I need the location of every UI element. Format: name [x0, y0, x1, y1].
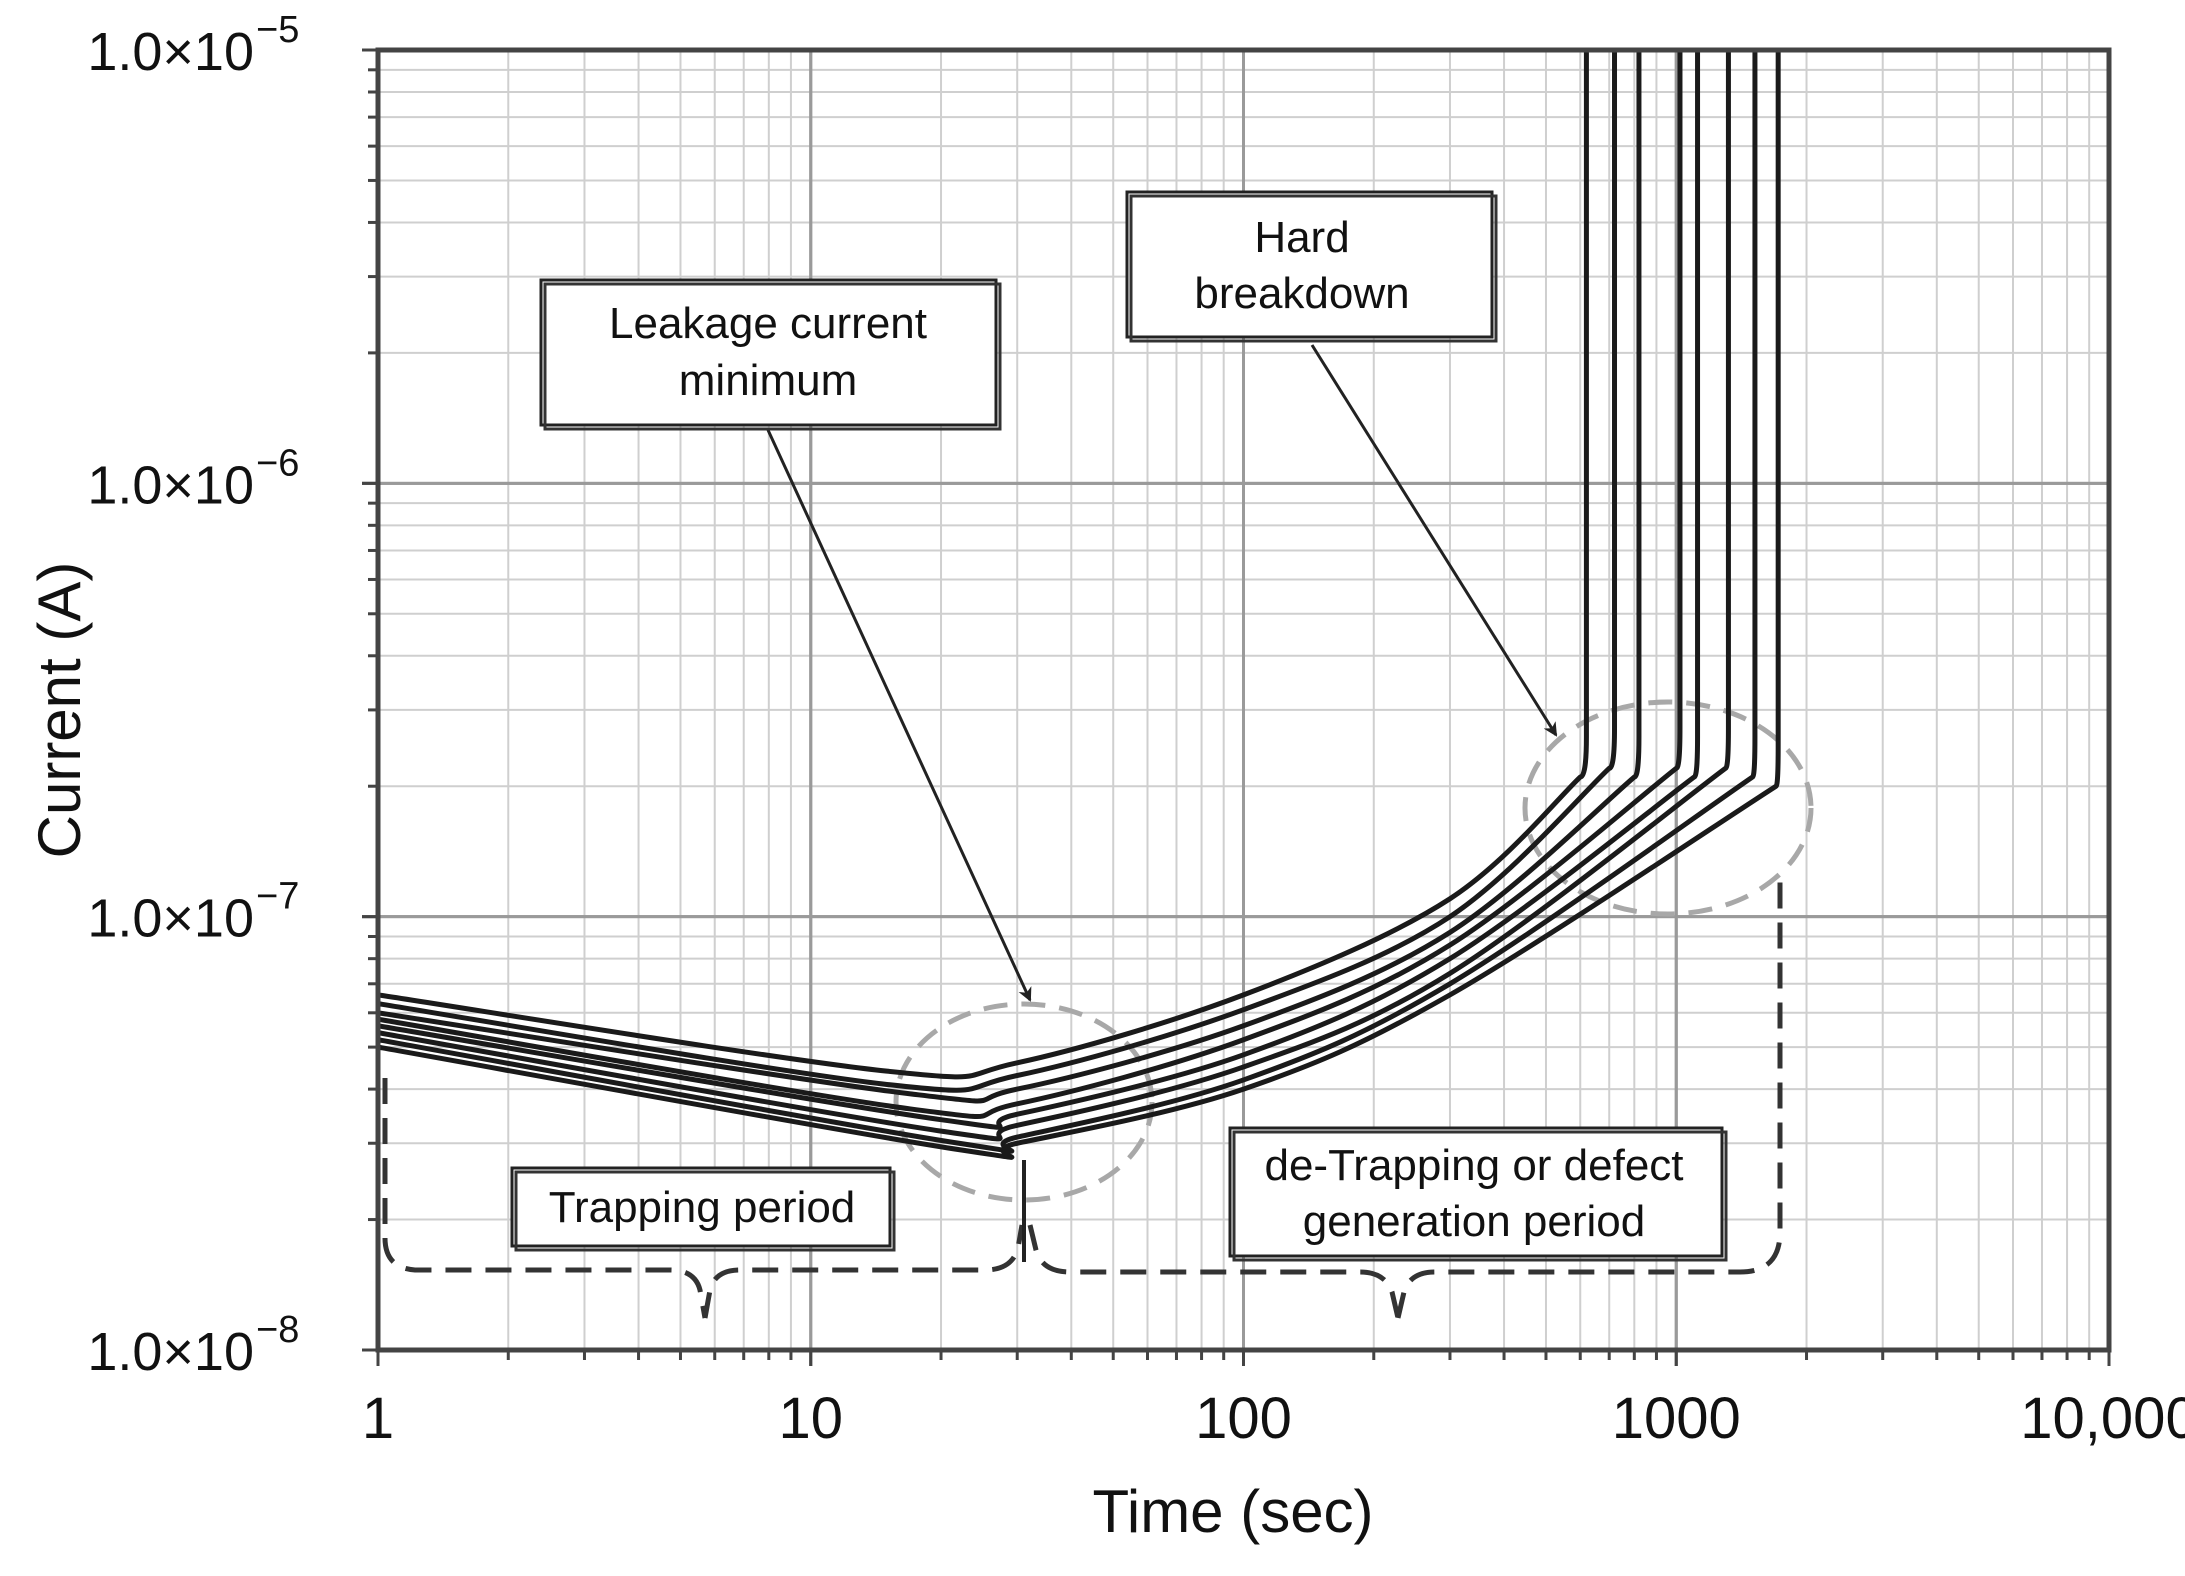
x-axis-label: Time (sec) [1092, 1478, 1373, 1545]
series-line [377, 50, 1781, 1160]
y-tick-label-base: 1.0×10 [87, 455, 254, 515]
breakdown-region-ellipse [1522, 699, 1814, 917]
series-line [377, 50, 1642, 1104]
y-tick-label: 1.0×10 −6 [87, 442, 299, 515]
trapping-callout-text: Trapping period [549, 1183, 856, 1232]
x-tick-label: 1 [362, 1386, 394, 1451]
y-tick-marks [362, 48, 378, 1352]
y-tick-label: 1.0×10 −7 [87, 876, 299, 949]
y-tick-label-exponent: −7 [256, 876, 299, 918]
x-tick-label: 10,000 [2020, 1386, 2185, 1451]
y-tick-label: 1.0×10 −8 [87, 1309, 299, 1382]
series-line [377, 50, 1758, 1154]
series-line [377, 50, 1618, 1093]
y-tick-label: 1.0×10 −5 [87, 9, 299, 82]
y-tick-label-exponent: −8 [256, 1309, 299, 1351]
leakage-arrow [766, 429, 1032, 1002]
minimum-region-ellipse [893, 1001, 1155, 1203]
y-tick-label-exponent: −6 [256, 442, 299, 484]
series-line [377, 50, 1683, 1120]
trapping-period-bracket [382, 1078, 1025, 1319]
y-axis-label: Current (A) [26, 562, 93, 859]
detrapping-callout-line2: generation period [1303, 1197, 1645, 1246]
y-tick-label-base: 1.0×10 [87, 22, 254, 82]
x-tick-marks [376, 1350, 2111, 1366]
series-line [377, 50, 1589, 1080]
hard-breakdown-callout: Hard breakdown [1125, 190, 1498, 343]
y-tick-label-base: 1.0×10 [87, 889, 254, 949]
leakage-callout-line2: minimum [679, 356, 857, 405]
series-line [377, 50, 1701, 1130]
detrapping-callout-line1: de-Trapping or defect [1264, 1141, 1683, 1190]
hard-callout-line1: Hard [1254, 213, 1349, 262]
series-group [377, 50, 1781, 1160]
x-tick-label: 100 [1195, 1386, 1292, 1451]
hard-callout-line2: breakdown [1194, 269, 1409, 318]
leakage-callout-line1: Leakage current [609, 299, 927, 348]
trapping-period-callout: Trapping period [510, 1166, 896, 1252]
y-tick-label-base: 1.0×10 [87, 1322, 254, 1382]
x-tick-label: 1000 [1612, 1386, 1741, 1451]
detrapping-period-bracket [1027, 880, 1783, 1319]
hard-breakdown-arrow [1310, 344, 1558, 737]
y-tick-label-exponent: −5 [256, 9, 299, 51]
leakage-minimum-callout: Leakage current minimum [539, 278, 1002, 431]
detrapping-period-callout: de-Trapping or defect generation period [1228, 1126, 1728, 1262]
x-tick-labels: 1 10 100 1000 10,000 [362, 1386, 2185, 1451]
series-line [377, 50, 1731, 1142]
x-tick-label: 10 [778, 1386, 843, 1451]
y-tick-labels: 1.0×10 −81.0×10 −71.0×10 −61.0×10 −5 [87, 9, 299, 1382]
